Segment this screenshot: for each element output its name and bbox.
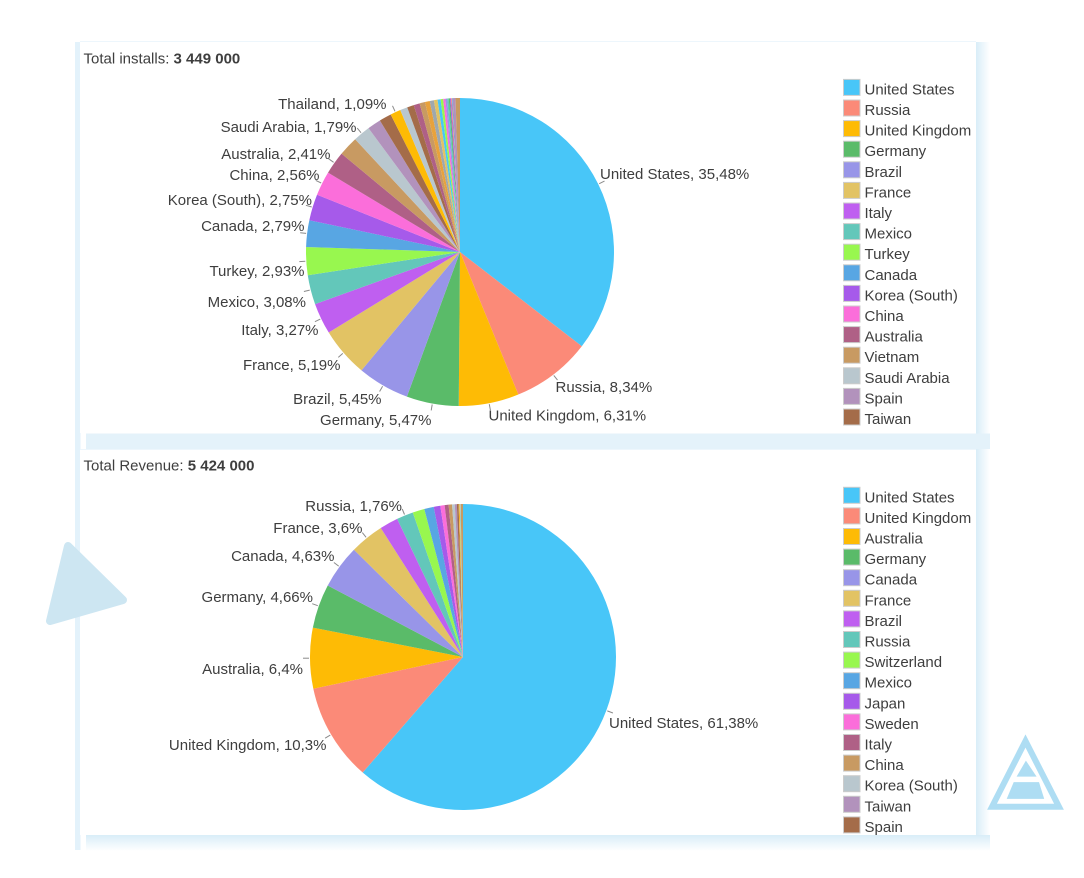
svg-text:Turkey, 2,93%: Turkey, 2,93% xyxy=(209,263,304,280)
svg-text:Australia, 6,4%: Australia, 6,4% xyxy=(202,661,303,678)
svg-text:Germany: Germany xyxy=(865,143,927,160)
svg-text:Australia: Australia xyxy=(865,329,924,346)
svg-text:Russia, 8,34%: Russia, 8,34% xyxy=(556,379,653,396)
svg-text:United Kingdom: United Kingdom xyxy=(865,123,972,140)
svg-text:Total Revenue: 5 424 000: Total Revenue: 5 424 000 xyxy=(84,458,255,475)
svg-text:Germany: Germany xyxy=(865,551,927,568)
svg-text:Brazil: Brazil xyxy=(865,613,903,630)
svg-text:Russia: Russia xyxy=(865,102,912,119)
svg-text:Mexico: Mexico xyxy=(865,675,913,692)
svg-text:United Kingdom, 6,31%: United Kingdom, 6,31% xyxy=(489,408,647,425)
svg-text:Korea (South): Korea (South) xyxy=(865,287,958,304)
svg-text:United States: United States xyxy=(865,81,955,98)
svg-text:United Kingdom, 10,3%: United Kingdom, 10,3% xyxy=(169,737,327,754)
svg-text:United States, 35,48%: United States, 35,48% xyxy=(600,166,749,183)
svg-text:Sweden: Sweden xyxy=(865,716,919,733)
svg-text:Spain: Spain xyxy=(865,819,903,836)
svg-text:Canada: Canada xyxy=(865,572,918,589)
svg-text:China: China xyxy=(865,757,905,774)
svg-text:Italy, 3,27%: Italy, 3,27% xyxy=(241,322,318,339)
svg-text:Spain: Spain xyxy=(865,390,903,407)
svg-text:United States, 61,38%: United States, 61,38% xyxy=(609,715,758,732)
svg-text:Switzerland: Switzerland xyxy=(865,654,943,671)
svg-text:Italy: Italy xyxy=(865,205,893,222)
svg-text:Brazil: Brazil xyxy=(865,164,903,181)
svg-text:Australia, 2,41%: Australia, 2,41% xyxy=(221,146,330,163)
svg-text:Mexico, 3,08%: Mexico, 3,08% xyxy=(208,294,306,311)
svg-text:United States: United States xyxy=(865,489,955,506)
svg-text:Brazil, 5,45%: Brazil, 5,45% xyxy=(293,391,381,408)
svg-text:Canada, 4,63%: Canada, 4,63% xyxy=(231,548,334,565)
svg-text:China: China xyxy=(865,308,905,325)
svg-text:Korea (South): Korea (South) xyxy=(865,778,958,795)
svg-text:Total installs: 3 449 000: Total installs: 3 449 000 xyxy=(84,51,241,68)
svg-text:Vietnam: Vietnam xyxy=(865,349,920,366)
svg-text:Thailand, 1,09%: Thailand, 1,09% xyxy=(278,96,386,113)
svg-text:Russia: Russia xyxy=(865,634,912,651)
svg-text:Korea (South), 2,75%: Korea (South), 2,75% xyxy=(168,192,312,209)
svg-text:Germany, 5,47%: Germany, 5,47% xyxy=(320,412,431,429)
svg-text:Canada, 2,79%: Canada, 2,79% xyxy=(201,218,304,235)
svg-text:Turkey: Turkey xyxy=(865,246,911,263)
svg-text:Saudi Arabia: Saudi Arabia xyxy=(865,370,951,387)
svg-text:Italy: Italy xyxy=(865,737,893,754)
svg-text:France: France xyxy=(865,184,912,201)
svg-text:China, 2,56%: China, 2,56% xyxy=(229,167,319,184)
svg-text:Australia: Australia xyxy=(865,531,924,548)
svg-text:Taiwan: Taiwan xyxy=(865,411,912,428)
svg-text:Taiwan: Taiwan xyxy=(865,798,912,815)
svg-text:United Kingdom: United Kingdom xyxy=(865,510,972,527)
svg-text:Canada: Canada xyxy=(865,267,918,284)
svg-text:Russia, 1,76%: Russia, 1,76% xyxy=(305,498,402,515)
svg-text:Japan: Japan xyxy=(865,695,906,712)
svg-text:Germany, 4,66%: Germany, 4,66% xyxy=(202,589,313,606)
svg-text:Saudi Arabia, 1,79%: Saudi Arabia, 1,79% xyxy=(221,119,357,136)
svg-text:France: France xyxy=(865,592,912,609)
svg-text:France, 3,6%: France, 3,6% xyxy=(273,520,362,537)
svg-text:Mexico: Mexico xyxy=(865,226,913,243)
svg-text:France, 5,19%: France, 5,19% xyxy=(243,357,341,374)
